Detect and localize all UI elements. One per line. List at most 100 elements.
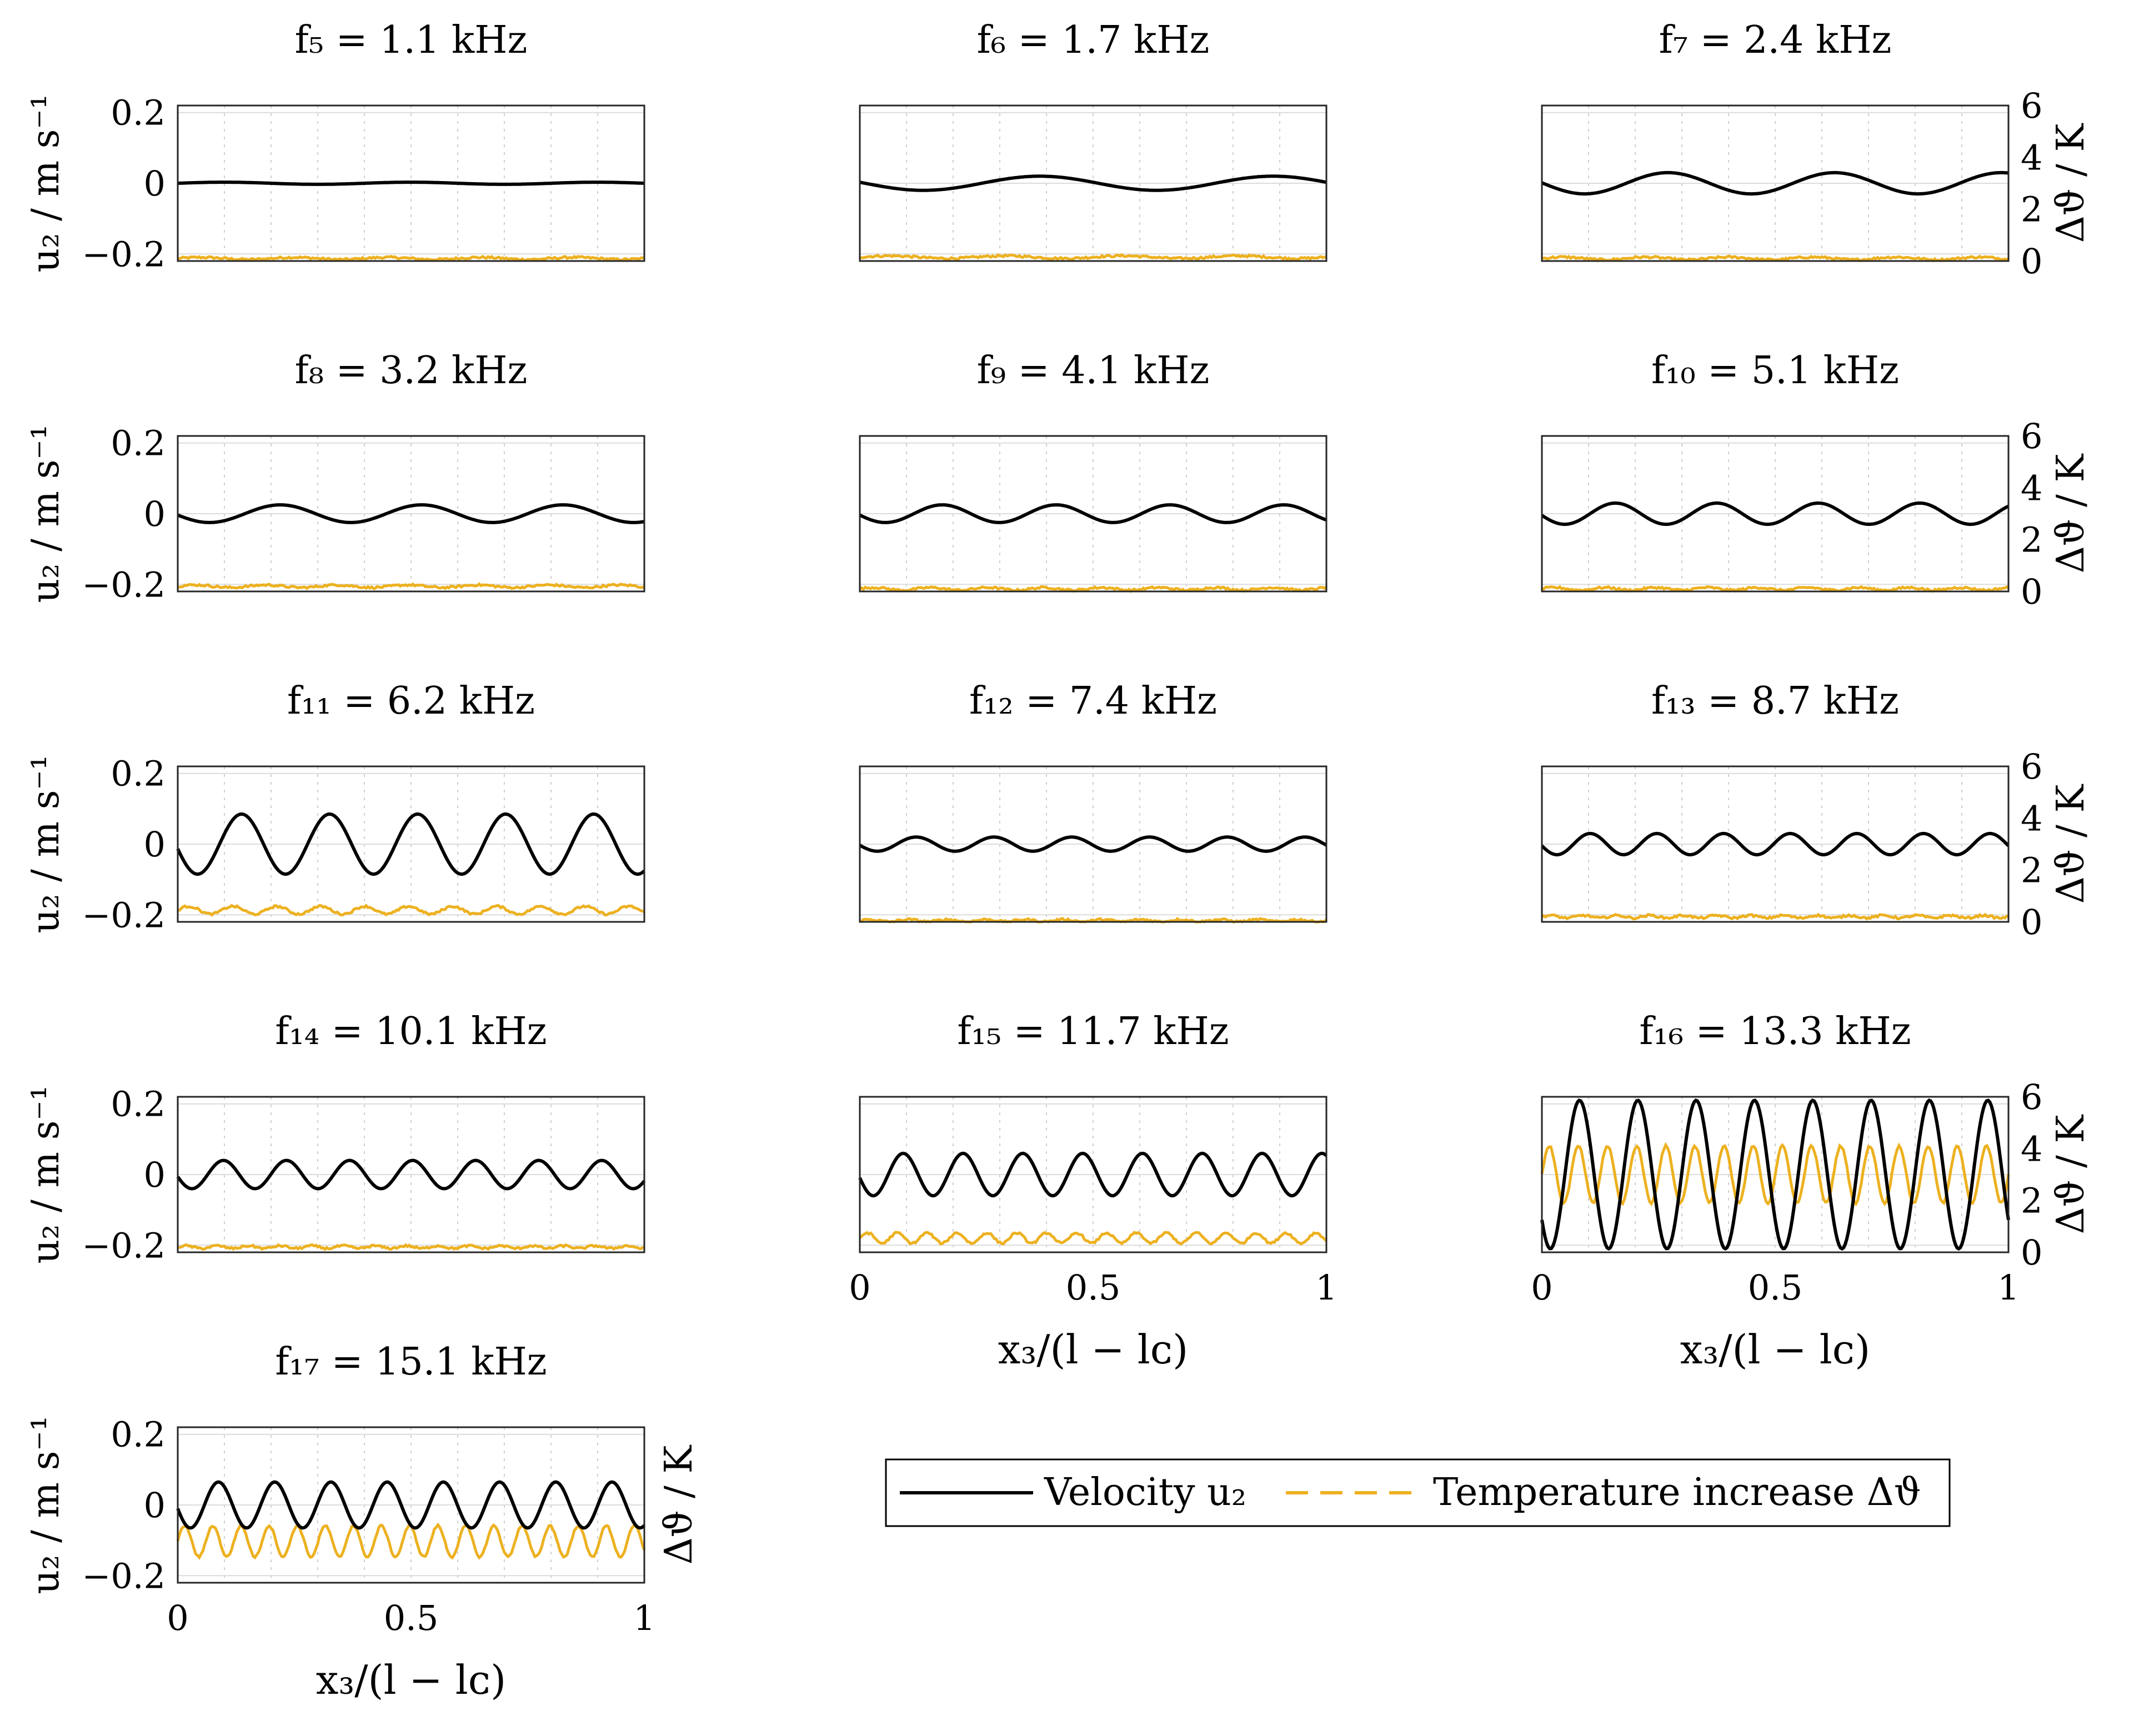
left-tick-label: −0.2 — [82, 234, 166, 274]
panel-9: f₁₃ = 8.7 kHz 6 4 2 0Δϑ / K — [1540, 679, 2093, 942]
left-tick-label: −0.2 — [82, 1225, 166, 1266]
temperature-series — [177, 1243, 645, 1251]
right-tick-label: 0 — [2021, 241, 2042, 282]
legend: Velocity u₂ Temperature increase Δϑ — [885, 1458, 1951, 1527]
right-axis-label: Δϑ / K — [2049, 784, 2093, 904]
temperature-series — [177, 582, 645, 590]
panel-3: f₇ = 2.4 kHz 6 4 2 0Δϑ / K — [1541, 18, 2093, 282]
axes-box — [177, 435, 645, 593]
temperature-series — [1541, 254, 2010, 263]
panel-title: f₉ = 4.1 kHz — [977, 349, 1210, 393]
temperature-series — [859, 917, 1328, 924]
left-axis-label: u₂ / m s⁻¹ — [24, 94, 68, 272]
left-tick-label: −0.2 — [82, 564, 166, 605]
axes-box — [1541, 765, 2010, 923]
axes-box — [177, 765, 645, 923]
left-tick-label: 0 — [144, 494, 166, 534]
left-axis-label: u₂ / m s⁻¹ — [24, 755, 68, 933]
legend-temperature-label: Temperature increase Δϑ — [1433, 1471, 1921, 1514]
panel-title: f₁₇ = 15.1 kHz — [275, 1340, 547, 1384]
velocity-series — [1540, 1098, 2010, 1251]
panel-title: f₁₂ = 7.4 kHz — [969, 679, 1217, 723]
panel-title: f₅ = 1.1 kHz — [295, 18, 528, 62]
left-tick-label: 0 — [144, 1155, 166, 1195]
axes-box — [177, 104, 645, 262]
right-axis-label: Δϑ / K — [2049, 123, 2093, 243]
right-axis-label: Δϑ / K — [657, 1444, 701, 1564]
x-axis-label: x₃/(l − lᴄ) — [316, 1657, 506, 1703]
right-tick-label: 4 — [2021, 1128, 2042, 1169]
panel-4: f₈ = 3.2 kHz 0.2 0 −0.2 u₂ / m s⁻¹ — [24, 349, 645, 605]
x-tick-label: 0.5 — [1066, 1267, 1121, 1308]
velocity-series — [176, 812, 645, 876]
panel-title: f₈ = 3.2 kHz — [295, 349, 528, 393]
left-tick-label: 0 — [144, 163, 166, 204]
right-tick-label: 4 — [2021, 137, 2042, 178]
panel-title: f₁₀ = 5.1 kHz — [1651, 349, 1899, 393]
panel-title: f₁₁ = 6.2 kHz — [287, 679, 535, 723]
panel-5: f₉ = 4.1 kHz — [859, 349, 1328, 593]
left-axis-label: u₂ / m s⁻¹ — [24, 1085, 68, 1263]
right-tick-label: 6 — [2021, 746, 2042, 787]
panel-6: f₁₀ = 5.1 kHz 6 4 2 0Δϑ / K — [1541, 349, 2093, 612]
axes-box — [1541, 435, 2010, 593]
left-axis-label: u₂ / m s⁻¹ — [24, 424, 68, 603]
panel-8: f₁₂ = 7.4 kHz — [859, 679, 1328, 924]
velocity-series — [859, 174, 1327, 192]
left-tick-label: 0 — [144, 824, 166, 865]
velocity-series — [177, 180, 645, 186]
x-axis-label: x₃/(l − lᴄ) — [1680, 1326, 1870, 1373]
panel-1: f₅ = 1.1 kHz 0.2 0 −0.2 u₂ / m s⁻¹ — [24, 18, 645, 274]
panel-title: f₁₅ = 11.7 kHz — [957, 1010, 1229, 1053]
x-tick-label: 0.5 — [384, 1598, 439, 1638]
axes-box — [859, 104, 1328, 262]
velocity-series — [858, 1151, 1328, 1198]
left-tick-label: −0.2 — [82, 1556, 166, 1596]
right-tick-label: 2 — [2021, 189, 2042, 230]
x-tick-label: 0 — [1531, 1267, 1552, 1308]
velocity-series — [859, 835, 1328, 853]
axes-box — [859, 765, 1328, 923]
temperature-series — [177, 904, 645, 917]
axes-box — [1541, 104, 2010, 262]
velocity-series — [1541, 170, 2009, 196]
temperature-series — [1541, 912, 2009, 921]
right-tick-label: 2 — [2021, 850, 2042, 891]
temperature-series — [177, 254, 645, 262]
x-tick-label: 1 — [1997, 1267, 2019, 1308]
left-tick-label: 0.2 — [111, 754, 166, 794]
x-tick-label: 1 — [633, 1598, 655, 1638]
left-tick-label: 0.2 — [111, 1414, 166, 1455]
legend-velocity-label: Velocity u₂ — [1044, 1471, 1246, 1514]
right-tick-label: 0 — [2021, 902, 2042, 942]
right-tick-label: 4 — [2021, 468, 2042, 508]
velocity-series — [177, 503, 645, 524]
right-tick-label: 6 — [2021, 86, 2042, 126]
x-tick-label: 0.5 — [1748, 1267, 1803, 1308]
axes-box — [1541, 1096, 2010, 1253]
left-tick-label: 0.2 — [111, 423, 166, 464]
panel-10: f₁₄ = 10.1 kHz 0.2 0 −0.2 u₂ / m s⁻¹ — [24, 1010, 646, 1266]
right-axis-label: Δϑ / K — [2049, 1114, 2093, 1234]
x-tick-label: 0 — [849, 1267, 870, 1308]
axes-box — [177, 1096, 645, 1253]
panel-2: f₆ = 1.7 kHz — [859, 18, 1328, 262]
temperature-series — [859, 253, 1328, 262]
panel-title: f₆ = 1.7 kHz — [977, 18, 1210, 62]
left-tick-label: 0.2 — [111, 93, 166, 133]
right-tick-label: 2 — [2021, 1181, 2042, 1221]
panel-11: f₁₅ = 11.7 kHz 0 0.5 1 x₃/(l − lᴄ) — [849, 1010, 1337, 1373]
velocity-series — [176, 1480, 646, 1530]
x-tick-label: 0 — [167, 1598, 188, 1638]
axes-box — [177, 1426, 645, 1584]
velocity-series — [1540, 831, 2010, 857]
left-tick-label: 0 — [144, 1485, 166, 1526]
velocity-series — [859, 503, 1328, 524]
panel-title: f₁₃ = 8.7 kHz — [1651, 679, 1899, 723]
right-tick-label: 0 — [2021, 1232, 2042, 1273]
right-tick-label: 6 — [2021, 1077, 2042, 1117]
